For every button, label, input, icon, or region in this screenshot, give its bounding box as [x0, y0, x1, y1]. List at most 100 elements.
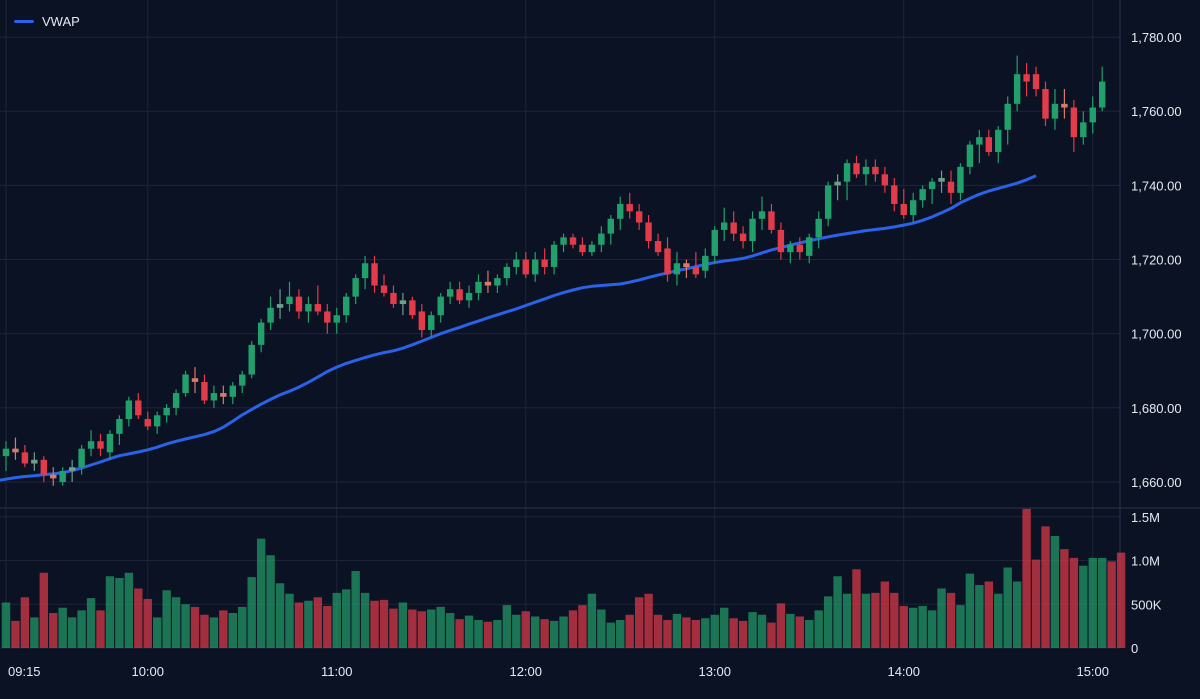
candle-body	[579, 244, 586, 253]
volume-bar	[1060, 549, 1069, 648]
candle-body	[40, 459, 47, 475]
candle-body	[919, 189, 926, 201]
time-tick-label: 11:00	[321, 664, 353, 679]
volume-bar	[294, 602, 304, 648]
volume-bar	[691, 620, 701, 648]
candle-body	[598, 233, 605, 245]
candle-body	[1023, 74, 1030, 82]
candle-body	[172, 393, 180, 408]
volume-bar	[77, 610, 86, 648]
candle-body	[295, 296, 303, 312]
candle-body	[182, 374, 189, 394]
candle-body	[2, 448, 10, 457]
candle-body	[456, 289, 463, 301]
volume-bar	[701, 618, 710, 648]
volume-bar	[776, 603, 786, 648]
price-tick-label: 1,740.00	[1131, 178, 1182, 193]
volume-bar	[256, 538, 266, 648]
candle-body	[333, 315, 340, 323]
candle-body	[843, 163, 851, 182]
candle-body	[749, 218, 756, 242]
volume-bar	[493, 620, 502, 648]
candle-body	[645, 222, 652, 242]
volume-tick-label: 1.0M	[1131, 554, 1160, 569]
candle-body	[144, 419, 151, 427]
volume-bar	[512, 614, 521, 648]
time-tick-label: 15:00	[1076, 664, 1109, 679]
candle-body	[257, 322, 265, 345]
volume-bar	[606, 622, 615, 648]
candle-body	[938, 177, 945, 182]
candle-body	[739, 233, 747, 242]
candle-body	[862, 166, 870, 175]
candle-body	[1070, 107, 1078, 138]
volume-bar	[219, 610, 228, 648]
volume-bar	[171, 597, 181, 648]
volume-bar	[738, 620, 748, 648]
volume-bar	[1022, 508, 1031, 648]
volume-bar	[880, 581, 890, 648]
volume-bar	[332, 592, 341, 648]
candle-body	[446, 289, 454, 297]
volume-bar	[49, 613, 58, 648]
candle-body	[702, 255, 709, 271]
volume-bar	[975, 585, 984, 648]
volume-bar	[389, 608, 398, 648]
candle-body	[106, 433, 114, 453]
candle-body	[522, 259, 529, 275]
candle-body	[465, 292, 473, 301]
candle-body	[900, 203, 907, 216]
volume-bar	[11, 620, 20, 648]
volume-bar	[1107, 561, 1116, 648]
volume-bar	[67, 617, 77, 648]
volume-bar	[360, 592, 370, 648]
candle-body	[154, 415, 161, 427]
candle-body	[352, 278, 359, 297]
price-tick-label: 1,720.00	[1131, 253, 1182, 268]
candle-body	[59, 470, 66, 483]
time-tick-label: 10:00	[131, 664, 164, 679]
candle-body	[437, 296, 444, 316]
candle-body	[1089, 107, 1096, 123]
candle-body	[664, 248, 671, 275]
volume-bar	[86, 598, 96, 648]
candle-body	[806, 237, 813, 256]
candle-body	[777, 229, 785, 253]
candle-body	[343, 296, 350, 316]
volume-bar	[521, 611, 530, 648]
volume-bar	[672, 613, 682, 648]
candle-body	[626, 203, 633, 212]
candle-body	[78, 448, 85, 468]
legend: VWAP	[14, 14, 80, 29]
candle-body	[314, 304, 322, 312]
volume-bar	[30, 617, 39, 648]
candle-body	[399, 300, 407, 305]
candle-body	[418, 311, 425, 331]
volume-bar	[861, 593, 871, 648]
candle-body	[787, 244, 794, 253]
candle-body	[371, 263, 378, 286]
volume-bar	[1012, 581, 1022, 648]
time-tick-label: 09:15	[8, 664, 41, 679]
candle-body	[87, 441, 95, 449]
volume-bar	[710, 614, 719, 648]
price-tick-label: 1,760.00	[1131, 104, 1182, 119]
volume-bar	[1003, 567, 1012, 648]
volume-bar	[814, 610, 823, 648]
candle-body	[560, 237, 567, 245]
volume-bar	[398, 602, 408, 648]
candle-body	[210, 393, 218, 401]
volume-bar	[247, 577, 256, 648]
candle-body	[976, 137, 983, 145]
time-tick-label: 12:00	[509, 664, 542, 679]
candle-body	[947, 181, 955, 193]
volume-bar	[464, 615, 474, 648]
volume-bar	[105, 576, 115, 648]
candle-body	[673, 263, 681, 275]
volume-bar	[1079, 565, 1088, 648]
volume-bar	[795, 616, 804, 648]
volume-bar	[379, 599, 389, 648]
volume-bar	[909, 607, 918, 648]
volume-bar	[143, 599, 152, 648]
